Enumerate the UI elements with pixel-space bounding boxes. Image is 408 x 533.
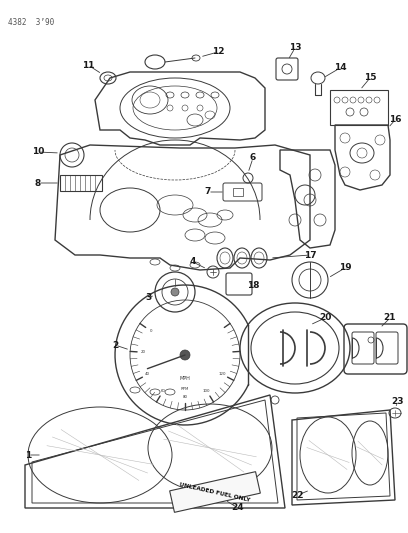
Text: 100: 100: [203, 389, 211, 393]
Text: 22: 22: [292, 490, 304, 499]
Text: 21: 21: [384, 313, 396, 322]
Text: 40: 40: [145, 373, 150, 376]
Text: 3: 3: [145, 294, 151, 303]
Text: 4382  3’90: 4382 3’90: [8, 18, 54, 27]
Ellipse shape: [171, 288, 179, 296]
Text: 20: 20: [141, 350, 146, 354]
Text: 11: 11: [82, 61, 94, 69]
Polygon shape: [170, 472, 260, 512]
Text: MPH: MPH: [180, 376, 191, 381]
Text: 4: 4: [190, 257, 196, 266]
Text: 8: 8: [35, 179, 41, 188]
Text: 60: 60: [161, 389, 166, 393]
Text: 6: 6: [250, 154, 256, 163]
Text: 24: 24: [232, 504, 244, 513]
Ellipse shape: [180, 350, 190, 360]
Text: 17: 17: [304, 251, 316, 260]
Text: UNLEADED FUEL ONLY: UNLEADED FUEL ONLY: [179, 482, 251, 502]
Text: 23: 23: [392, 398, 404, 407]
Text: 7: 7: [205, 188, 211, 197]
Bar: [233, 188, 243, 196]
Text: 1: 1: [25, 450, 31, 459]
Text: 15: 15: [364, 74, 376, 83]
Text: 120: 120: [219, 373, 226, 376]
Text: 18: 18: [247, 280, 259, 289]
Text: 10: 10: [32, 148, 44, 157]
Text: 2: 2: [112, 341, 118, 350]
Bar: [330, 90, 388, 125]
Text: 13: 13: [289, 44, 301, 52]
Text: 12: 12: [212, 47, 224, 56]
Text: 16: 16: [389, 116, 401, 125]
Text: 20: 20: [319, 313, 331, 322]
Bar: [60, 175, 102, 191]
Text: RPM: RPM: [181, 387, 189, 391]
Text: 14: 14: [334, 63, 346, 72]
Text: 19: 19: [339, 263, 351, 272]
Text: 0: 0: [149, 329, 152, 333]
Text: 80: 80: [182, 395, 188, 399]
